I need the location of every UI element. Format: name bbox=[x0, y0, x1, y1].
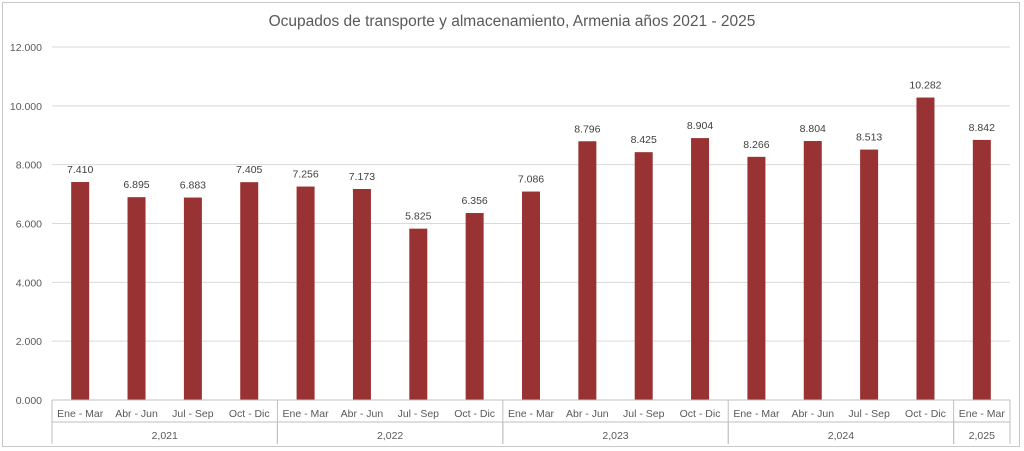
chart-title: Ocupados de transporte y almacenamiento,… bbox=[269, 13, 756, 30]
bar bbox=[183, 197, 202, 400]
bars bbox=[71, 97, 991, 400]
bar bbox=[972, 139, 991, 400]
x-tick-label: Ene - Mar bbox=[283, 408, 330, 420]
x-tick-label: Ene - Mar bbox=[959, 408, 1006, 420]
y-axis-ticks: 0.000 2.000 4.000 6.000 8.000 10.000 12.000 bbox=[10, 42, 42, 407]
bar bbox=[578, 141, 597, 400]
data-label: 6.356 bbox=[462, 195, 488, 207]
y-tick-label: 4.000 bbox=[16, 277, 42, 289]
x-tick-label: Oct - Dic bbox=[454, 408, 495, 420]
bar bbox=[71, 182, 90, 400]
data-labels: 7.410 6.895 6.883 7.405 7.256 7.173 5.825 6.356… bbox=[67, 80, 995, 223]
y-tick-label: 10.000 bbox=[10, 101, 42, 113]
y-tick-label: 12.000 bbox=[10, 42, 42, 54]
data-label: 7.173 bbox=[349, 171, 375, 183]
data-label: 7.405 bbox=[236, 164, 262, 176]
data-label: 8.804 bbox=[800, 123, 826, 135]
bar bbox=[465, 213, 484, 400]
y-tick-label: 2.000 bbox=[16, 336, 42, 348]
x-tick-label: Oct - Dic bbox=[680, 408, 721, 420]
x-group-label: 2,021 bbox=[152, 430, 178, 442]
x-tick-label: Jul - Sep bbox=[848, 408, 890, 420]
data-label: 8.842 bbox=[969, 122, 995, 134]
bar bbox=[691, 138, 710, 400]
data-label: 8.266 bbox=[743, 139, 769, 151]
bar bbox=[860, 149, 879, 400]
x-tick-label: Jul - Sep bbox=[398, 408, 440, 420]
x-tick-label: Ene - Mar bbox=[733, 408, 780, 420]
bar bbox=[409, 228, 428, 400]
x-tick-label: Jul - Sep bbox=[172, 408, 214, 420]
bar bbox=[522, 191, 540, 400]
data-label: 6.895 bbox=[123, 179, 149, 191]
x-tick-label: Abr - Jun bbox=[115, 408, 158, 420]
data-label: 7.086 bbox=[518, 174, 544, 186]
gridlines bbox=[52, 46, 1010, 342]
x-tick-label: Abr - Jun bbox=[566, 408, 609, 420]
x-tick-label: Oct - Dic bbox=[905, 408, 946, 420]
data-label: 7.256 bbox=[292, 169, 318, 181]
y-tick-label: 8.000 bbox=[16, 160, 42, 172]
x-tick-label: Abr - Jun bbox=[791, 408, 834, 420]
x-tick-label: Ene - Mar bbox=[508, 408, 555, 420]
bar bbox=[634, 152, 653, 400]
y-tick-label: 6.000 bbox=[16, 219, 42, 231]
x-group-label: 2,022 bbox=[377, 430, 403, 442]
bar bbox=[352, 188, 371, 400]
data-label: 8.796 bbox=[574, 123, 600, 135]
x-tick-label: Ene - Mar bbox=[57, 408, 104, 420]
bar bbox=[240, 182, 259, 400]
data-label: 5.825 bbox=[405, 211, 431, 223]
bar bbox=[803, 141, 822, 400]
bar bbox=[127, 197, 146, 400]
bar bbox=[747, 156, 766, 400]
x-group-label: 2,023 bbox=[602, 430, 628, 442]
y-tick-label: 0.000 bbox=[16, 395, 42, 407]
x-group-label: 2,024 bbox=[828, 430, 854, 442]
data-label: 8.513 bbox=[856, 132, 882, 144]
data-label: 7.410 bbox=[67, 164, 93, 176]
data-label: 8.425 bbox=[631, 134, 657, 146]
x-axis: Ene - Mar Abr - Jun Jul - Sep Oct - Dic Ene … bbox=[51, 399, 1011, 444]
data-label: 6.883 bbox=[180, 180, 206, 192]
bar bbox=[296, 186, 315, 400]
data-label: 8.904 bbox=[687, 120, 713, 132]
data-label: 10.282 bbox=[909, 80, 941, 92]
x-group-label: 2,025 bbox=[969, 430, 995, 442]
x-tick-label: Abr - Jun bbox=[341, 408, 384, 420]
bar bbox=[916, 97, 935, 400]
x-tick-label: Jul - Sep bbox=[623, 408, 665, 420]
x-tick-label: Oct - Dic bbox=[229, 408, 270, 420]
